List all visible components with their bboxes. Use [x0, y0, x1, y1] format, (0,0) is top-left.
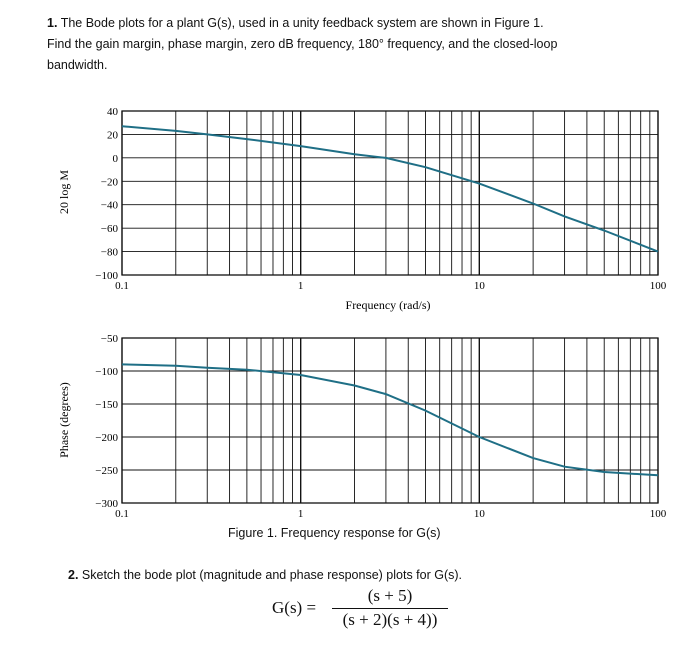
formula-fraction: (s + 5) (s + 2)(s + 4)) [330, 586, 450, 630]
problem1-line3: bandwidth. [47, 58, 108, 72]
y-tick-label: −150 [95, 399, 118, 411]
y-tick-label: −60 [101, 223, 119, 235]
x-tick-label: 0.1 [115, 280, 129, 292]
x-tick-label: 100 [650, 280, 667, 292]
formula-denominator: (s + 2)(s + 4)) [342, 610, 438, 629]
y-tick-label: −40 [101, 200, 119, 212]
problem2: 2. Sketch the bode plot (magnitude and p… [68, 568, 462, 582]
formula-numerator: (s + 5) [367, 586, 413, 605]
magnitude-xlabel: Frequency (rad/s) [346, 298, 431, 312]
phase-ylabel: Phase (degrees) [57, 382, 71, 458]
y-tick-label: 20 [107, 129, 119, 141]
y-tick-label: −250 [95, 465, 118, 477]
x-tick-label: 10 [474, 508, 486, 520]
problem2-number: 2. [68, 568, 79, 582]
y-tick-label: −50 [101, 333, 119, 345]
y-tick-label: −100 [95, 270, 118, 282]
response-curve [121, 125, 659, 253]
y-tick-label: 40 [107, 106, 119, 118]
magnitude-ylabel: 20 log M [57, 170, 71, 214]
formula-lhs: G(s) = [272, 598, 317, 617]
x-tick-label: 1 [298, 508, 304, 520]
y-tick-label: −100 [95, 366, 118, 378]
y-tick-label: −300 [95, 498, 118, 510]
problem1-text: The Bode plots for a plant G(s), used in… [60, 16, 544, 30]
problem1-line1: 1. The Bode plots for a plant G(s), used… [47, 14, 544, 33]
x-tick-label: 10 [474, 280, 486, 292]
y-tick-label: −20 [101, 176, 119, 188]
response-curve [121, 363, 659, 477]
problem1-line2: Find the gain margin, phase margin, zero… [47, 37, 558, 51]
problem2-text: Sketch the bode plot (magnitude and phas… [81, 568, 462, 582]
x-tick-label: 100 [650, 508, 667, 520]
y-tick-label: −80 [101, 247, 119, 259]
figure-caption: Figure 1. Frequency response for G(s) [228, 526, 441, 540]
plot-frame [121, 110, 659, 276]
x-tick-label: 0.1 [115, 508, 129, 520]
fraction-bar [332, 608, 448, 609]
plot-frame [121, 337, 659, 504]
x-tick-label: 1 [298, 280, 304, 292]
y-tick-label: 0 [113, 153, 119, 165]
y-tick-label: −200 [95, 432, 118, 444]
problem1-number: 1. [47, 16, 58, 30]
